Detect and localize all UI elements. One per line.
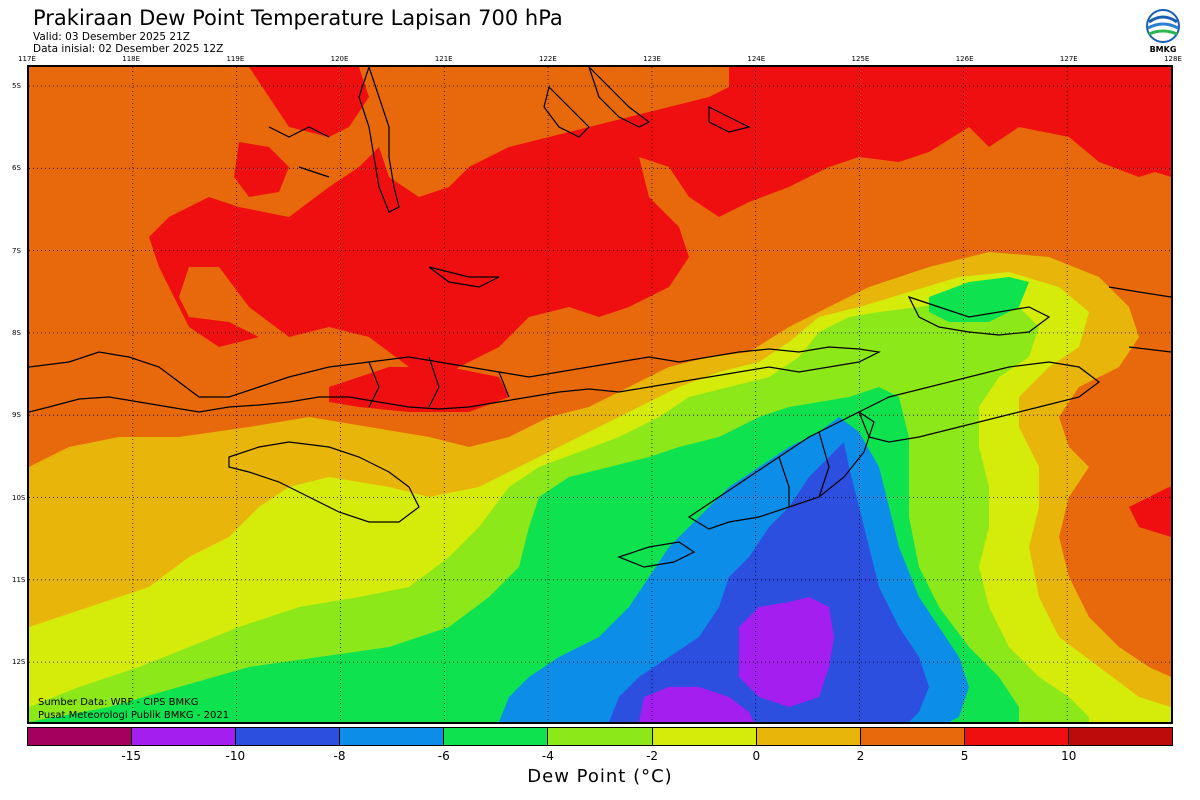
field-red-west bbox=[234, 142, 289, 197]
field-red-east bbox=[1129, 487, 1171, 537]
legend-swatch bbox=[132, 728, 237, 745]
lat-label: 5S bbox=[12, 82, 21, 90]
legend-tick-label: -10 bbox=[225, 749, 246, 763]
legend-tick-label: -4 bbox=[541, 749, 554, 763]
coast-sulawesi-2 bbox=[543, 85, 590, 138]
legend-colorbar bbox=[27, 727, 1173, 746]
field-blue bbox=[609, 442, 929, 722]
legend-tick-label: 10 bbox=[1061, 749, 1077, 763]
legend-swatch bbox=[1068, 728, 1173, 745]
legend-swatch bbox=[964, 728, 1069, 745]
lon-label: 120E bbox=[330, 55, 349, 63]
legend-swatch bbox=[444, 728, 549, 745]
legend-swatch bbox=[28, 728, 133, 745]
coast-islands-kalao bbox=[428, 266, 500, 288]
lat-label: 6S bbox=[12, 164, 21, 173]
init-time: Data inisial: 02 Desember 2025 12Z bbox=[33, 43, 224, 55]
bmkg-logo: BMKG bbox=[1143, 8, 1183, 58]
coastlines bbox=[29, 67, 1171, 568]
legend-tick-label: 2 bbox=[856, 749, 865, 763]
field-purple-center bbox=[739, 597, 834, 707]
field-red-north bbox=[29, 67, 1171, 387]
lon-label: 125E bbox=[851, 55, 870, 63]
credit-source: Sumber Data: WRF - CIPS BMKG bbox=[38, 697, 199, 708]
field-red-northwest bbox=[249, 67, 369, 137]
legend-swatch bbox=[340, 728, 445, 745]
coast-province-boundary bbox=[368, 356, 830, 507]
lon-label: 118E bbox=[122, 55, 141, 63]
lat-label: 8S bbox=[12, 328, 21, 337]
valid-time: Valid: 03 Desember 2025 21Z bbox=[33, 31, 190, 43]
lon-label: 126E bbox=[955, 55, 974, 63]
bmkg-logo-icon bbox=[1146, 9, 1180, 43]
legend-tick-label: 5 bbox=[960, 749, 969, 763]
legend-swatch bbox=[548, 728, 653, 745]
lon-label: 123E bbox=[643, 55, 661, 63]
coast-far-east bbox=[1108, 286, 1171, 353]
lon-label: 124E bbox=[747, 55, 766, 63]
field-purple-south bbox=[639, 687, 754, 722]
lat-label: 10S bbox=[12, 493, 26, 502]
coast-small-islands-north bbox=[268, 106, 751, 178]
legend-swatch bbox=[860, 728, 965, 745]
dewpoint-map bbox=[27, 65, 1173, 724]
bmkg-logo-text: BMKG bbox=[1149, 45, 1177, 54]
lon-label: 127E bbox=[1059, 55, 1078, 63]
lon-label: 128E bbox=[1164, 55, 1182, 63]
legend-tick-label: 0 bbox=[752, 749, 761, 763]
field-red-east-top bbox=[1089, 107, 1171, 177]
lat-label: 7S bbox=[12, 246, 21, 255]
legend-swatch bbox=[652, 728, 757, 745]
coast-timor-east bbox=[858, 361, 1100, 443]
legend-swatch bbox=[756, 728, 861, 745]
coast-sumba bbox=[228, 441, 420, 523]
lat-label: 9S bbox=[12, 411, 21, 420]
lon-label: 122E bbox=[539, 55, 557, 63]
lon-label: 121E bbox=[434, 55, 453, 63]
lon-label: 117E bbox=[18, 55, 36, 63]
coast-sulawesi-3 bbox=[588, 67, 651, 128]
lat-label: 11S bbox=[12, 575, 26, 584]
chart-title: Prakiraan Dew Point Temperature Lapisan … bbox=[33, 6, 563, 30]
legend-swatch bbox=[236, 728, 341, 745]
coast-flores-islands bbox=[907, 295, 1051, 336]
credit-center: Pusat Meteorologi Publik BMKG - 2021 bbox=[38, 710, 230, 721]
legend-tick-label: -15 bbox=[121, 749, 141, 763]
coast-sumbawa-lombok bbox=[29, 346, 881, 413]
legend-tick-label: -8 bbox=[333, 749, 346, 763]
coast-sulawesi bbox=[358, 67, 400, 213]
legend-title: Dew Point (°C) bbox=[527, 766, 673, 787]
legend-tick-label: -6 bbox=[437, 749, 450, 763]
legend-tick-label: -2 bbox=[646, 749, 659, 763]
coast-rote-savu bbox=[617, 541, 696, 568]
lon-label: 119E bbox=[226, 55, 245, 63]
map-canvas bbox=[29, 67, 1171, 722]
lat-label: 12S bbox=[12, 658, 26, 667]
